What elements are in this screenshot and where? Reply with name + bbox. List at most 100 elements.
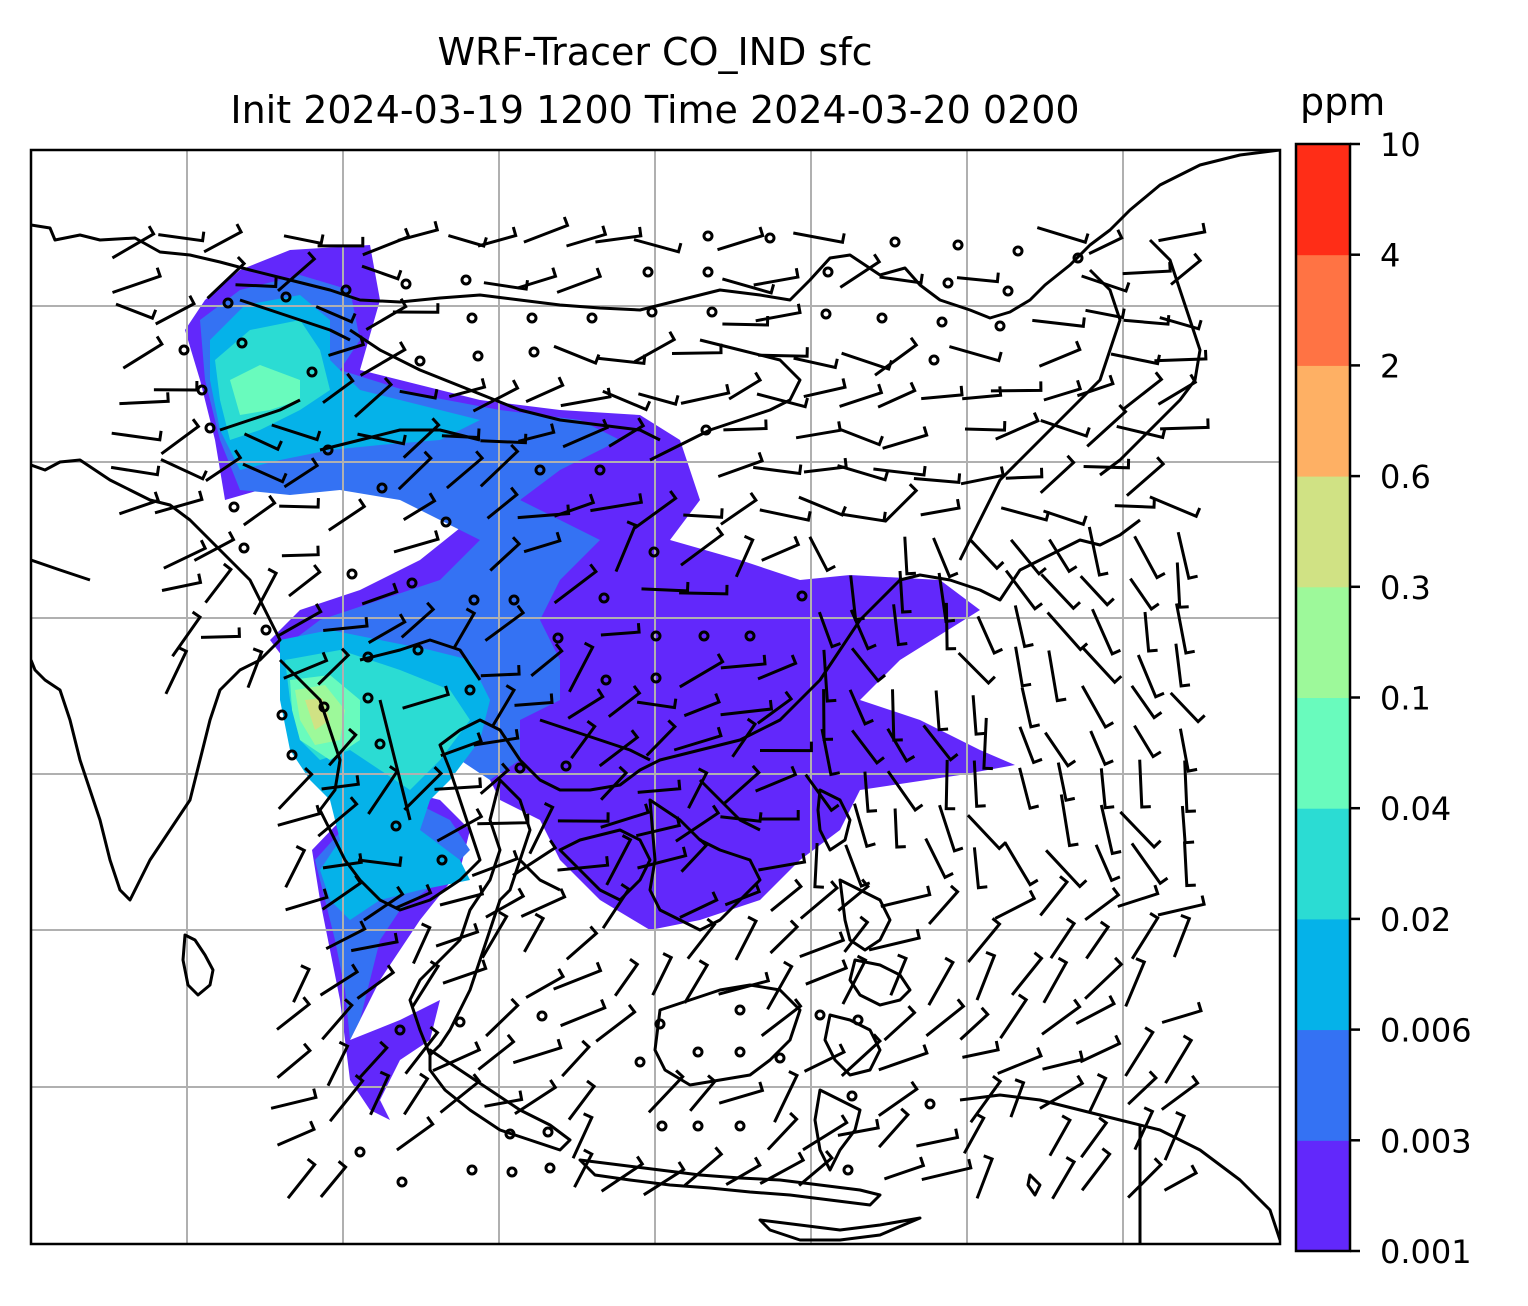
- wind-barb: [327, 498, 367, 532]
- wind-barb: [557, 812, 610, 823]
- border: [239, 298, 351, 342]
- calm-wind-circle: [646, 306, 658, 318]
- wind-barb: [561, 1039, 592, 1078]
- wind-barb: [477, 813, 530, 826]
- calm-wind-circle: [928, 354, 940, 366]
- calm-wind-circle: [526, 312, 538, 324]
- colorbar-tick-label: 0.001: [1380, 1233, 1472, 1271]
- wind-barb: [158, 231, 206, 243]
- wind-barb: [972, 847, 988, 890]
- wind-barb: [1075, 995, 1117, 1025]
- wind-barb: [435, 922, 480, 948]
- wind-barb: [328, 335, 366, 357]
- wind-barb: [680, 526, 725, 567]
- wind-barb: [362, 227, 411, 257]
- calm-wind-circle: [852, 1014, 864, 1026]
- wind-barb: [393, 530, 440, 554]
- wind-barb: [1164, 1034, 1194, 1084]
- wind-barb: [235, 277, 278, 289]
- colorbar: 0.001 0.003 0.006 0.02 0.04 0.1 0.3 0.6 2 4 10: [1294, 126, 1472, 1271]
- wind-barb: [590, 493, 644, 513]
- wind-barb: [1046, 611, 1089, 652]
- calm-wind-circle: [924, 1098, 936, 1110]
- calm-wind-circle: [654, 1018, 666, 1030]
- wind-barb: [200, 627, 241, 639]
- wind-barb: [442, 959, 488, 985]
- wind-barb: [153, 380, 199, 392]
- wind-barb: [844, 844, 871, 889]
- wind-barb: [567, 1079, 597, 1121]
- calm-wind-circle: [702, 230, 714, 242]
- wind-barb: [283, 234, 325, 246]
- wind-barb: [1000, 506, 1051, 522]
- wind-barb: [1136, 654, 1165, 699]
- wind-barb: [1079, 575, 1115, 607]
- wind-barb: [903, 536, 916, 576]
- wind-barb: [1014, 646, 1032, 688]
- calm-wind-circle: [544, 1162, 556, 1174]
- wind-barb: [637, 392, 680, 406]
- wind-barb: [956, 272, 1000, 284]
- wind-barb: [1004, 569, 1043, 611]
- wind-barb: [246, 647, 264, 689]
- wind-barb: [485, 887, 526, 919]
- wind-barb: [439, 884, 485, 907]
- wind-barb: [600, 1155, 645, 1193]
- wind-barb: [242, 494, 277, 527]
- calm-wind-circle: [656, 1120, 668, 1132]
- wind-barb: [321, 775, 360, 791]
- wind-barb: [1048, 1114, 1072, 1157]
- wind-barb: [1010, 951, 1044, 996]
- wind-barb: [1099, 768, 1115, 810]
- calm-wind-circle: [1002, 285, 1014, 297]
- calm-wind-circle: [734, 1046, 746, 1058]
- wind-barb: [805, 959, 849, 986]
- wind-barb: [1009, 538, 1047, 576]
- wind-barb: [1018, 767, 1040, 811]
- wind-barb: [553, 961, 603, 991]
- calm-wind-circle: [318, 701, 330, 713]
- wind-barb: [193, 530, 236, 562]
- calm-wind-circle: [650, 630, 662, 642]
- wind-barb: [1157, 895, 1206, 917]
- calm-wind-circle: [306, 366, 318, 378]
- wind-barb: [1178, 728, 1198, 773]
- wind-barb: [363, 885, 405, 922]
- wind-barb: [486, 486, 519, 520]
- wind-barb: [1163, 1111, 1187, 1161]
- wind-barb: [680, 383, 731, 405]
- wind-barb: [402, 685, 451, 710]
- wind-barb: [642, 1161, 686, 1197]
- wind-barb: [822, 649, 837, 703]
- wind-barb: [795, 421, 842, 440]
- wind-barb: [402, 417, 441, 459]
- wind-barb: [769, 919, 800, 955]
- wind-barb: [679, 653, 725, 689]
- wind-barb: [971, 695, 986, 736]
- wind-barb: [517, 267, 558, 290]
- wind-barb: [1039, 454, 1076, 494]
- wind-barb: [1045, 849, 1088, 889]
- wind-barb: [948, 345, 1003, 363]
- wind-barb: [760, 998, 803, 1037]
- wind-barb: [1149, 495, 1202, 519]
- wind-barb: [392, 303, 440, 314]
- wind-barb: [553, 563, 599, 605]
- wind-barb: [595, 226, 643, 244]
- wind-barb: [514, 693, 554, 707]
- wind-barb: [523, 216, 570, 244]
- wind-barb: [680, 838, 709, 873]
- wind-barb: [397, 450, 433, 491]
- wind-barb: [1043, 379, 1083, 402]
- calm-wind-circle: [942, 277, 954, 289]
- wind-barb: [982, 717, 993, 771]
- wind-barb: [877, 381, 917, 409]
- wind-barb: [530, 643, 564, 677]
- calm-wind-circle: [346, 568, 358, 580]
- wind-barb: [1005, 467, 1044, 480]
- wind-barb: [399, 388, 439, 400]
- wind-barb: [600, 622, 641, 637]
- wind-barb: [723, 764, 761, 805]
- coastline: [758, 1216, 922, 1242]
- wind-barb: [1175, 603, 1195, 655]
